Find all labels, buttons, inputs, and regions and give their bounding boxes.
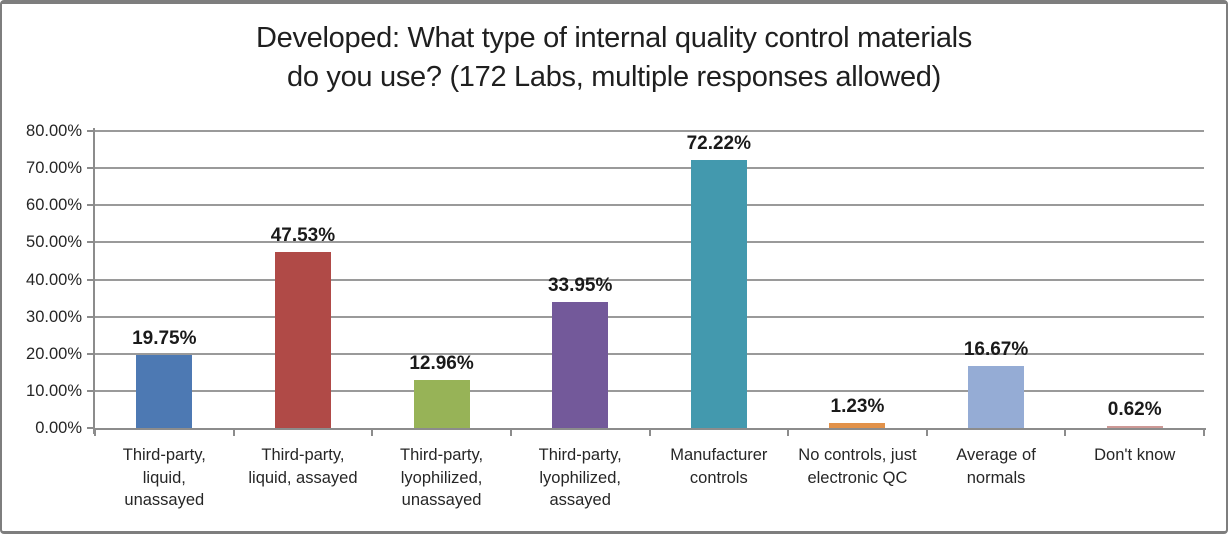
bar bbox=[552, 301, 609, 428]
y-tick-label: 20.00% bbox=[26, 344, 82, 363]
category-label-text: No controls, just electronic QC bbox=[798, 446, 917, 487]
category-label-text: Third-party, lyophilized, unassayed bbox=[399, 446, 484, 509]
bar-value-label: 72.22% bbox=[686, 132, 752, 154]
y-axis-tick bbox=[87, 352, 94, 355]
bar bbox=[1106, 425, 1163, 428]
y-axis-tick bbox=[87, 130, 94, 132]
y-axis-line bbox=[93, 128, 95, 434]
category-label-text: Third-party, liquid, unassayed bbox=[122, 446, 206, 509]
x-axis-tick bbox=[648, 430, 651, 436]
y-axis-tick bbox=[87, 204, 94, 207]
x-axis-tick bbox=[232, 430, 235, 436]
chart-title: Developed: What type of internal quality… bbox=[0, 19, 1228, 97]
gridline bbox=[95, 167, 1204, 170]
y-tick-label: 80.00% bbox=[26, 122, 82, 140]
y-axis-tick bbox=[87, 278, 94, 281]
category-label-text: Manufacturer controls bbox=[670, 446, 768, 487]
bar-value-label: 47.53% bbox=[270, 224, 336, 246]
x-axis-line bbox=[93, 428, 1206, 430]
gridline bbox=[95, 315, 1204, 318]
x-axis-tick bbox=[787, 430, 790, 436]
y-tick-label: 30.00% bbox=[26, 307, 82, 326]
y-tick-label: 40.00% bbox=[26, 270, 82, 289]
gridline bbox=[95, 389, 1204, 392]
category-label: Manufacturer controls bbox=[650, 444, 789, 489]
y-tick-label: 0.00% bbox=[35, 419, 82, 437]
y-tick-label: 70.00% bbox=[26, 159, 82, 178]
category-label-text: Don't know bbox=[1094, 446, 1176, 464]
gridline bbox=[95, 352, 1204, 355]
gridline bbox=[95, 241, 1204, 244]
x-axis-tick bbox=[371, 430, 374, 436]
bar-value-label: 12.96% bbox=[409, 352, 474, 374]
bar bbox=[690, 159, 747, 428]
bar-value-label: 16.67% bbox=[963, 339, 1029, 361]
category-label: Third-party, liquid, unassayed bbox=[95, 444, 234, 512]
y-axis-tick bbox=[87, 241, 94, 244]
bar bbox=[829, 423, 886, 428]
gridline bbox=[95, 130, 1204, 132]
bar-value-label: 33.95% bbox=[547, 274, 613, 296]
x-axis-tick bbox=[1203, 430, 1205, 436]
y-tick-label: 50.00% bbox=[26, 233, 82, 252]
category-label-text: Third-party, liquid, assayed bbox=[248, 446, 358, 487]
x-axis-tick bbox=[925, 430, 928, 436]
x-axis-tick bbox=[94, 430, 96, 436]
category-label-text: Average of normals bbox=[956, 446, 1036, 487]
category-label: Third-party, liquid, assayed bbox=[234, 444, 373, 489]
bar-value-label: 19.75% bbox=[132, 327, 197, 349]
y-tick-label: 60.00% bbox=[26, 196, 82, 215]
category-label: Third-party, lyophilized, assayed bbox=[511, 444, 650, 512]
x-axis-tick bbox=[509, 430, 512, 436]
y-axis-tick bbox=[87, 427, 94, 429]
bar bbox=[274, 251, 331, 428]
y-axis-tick bbox=[87, 167, 94, 170]
y-axis-tick bbox=[87, 389, 94, 392]
bar-value-label: 1.23% bbox=[830, 396, 885, 418]
chart-title-line1: Developed: What type of internal quality… bbox=[255, 22, 973, 54]
gridline bbox=[95, 278, 1204, 281]
bar bbox=[136, 354, 193, 428]
category-label: No controls, just electronic QC bbox=[788, 444, 927, 489]
gridline bbox=[95, 204, 1204, 207]
y-axis-tick bbox=[87, 315, 94, 318]
bar bbox=[968, 366, 1025, 428]
bar bbox=[413, 379, 470, 428]
category-label: Average of normals bbox=[927, 444, 1066, 489]
category-label-text: Third-party, lyophilized, assayed bbox=[538, 446, 622, 509]
x-axis-tick bbox=[1064, 430, 1067, 436]
category-label: Third-party, lyophilized, unassayed bbox=[372, 444, 511, 512]
y-tick-label: 10.00% bbox=[26, 381, 82, 400]
chart-title-line2: do you use? (172 Labs, multiple response… bbox=[286, 61, 941, 93]
bar-value-label: 0.62% bbox=[1107, 398, 1162, 420]
category-label: Don't know bbox=[1065, 444, 1204, 467]
